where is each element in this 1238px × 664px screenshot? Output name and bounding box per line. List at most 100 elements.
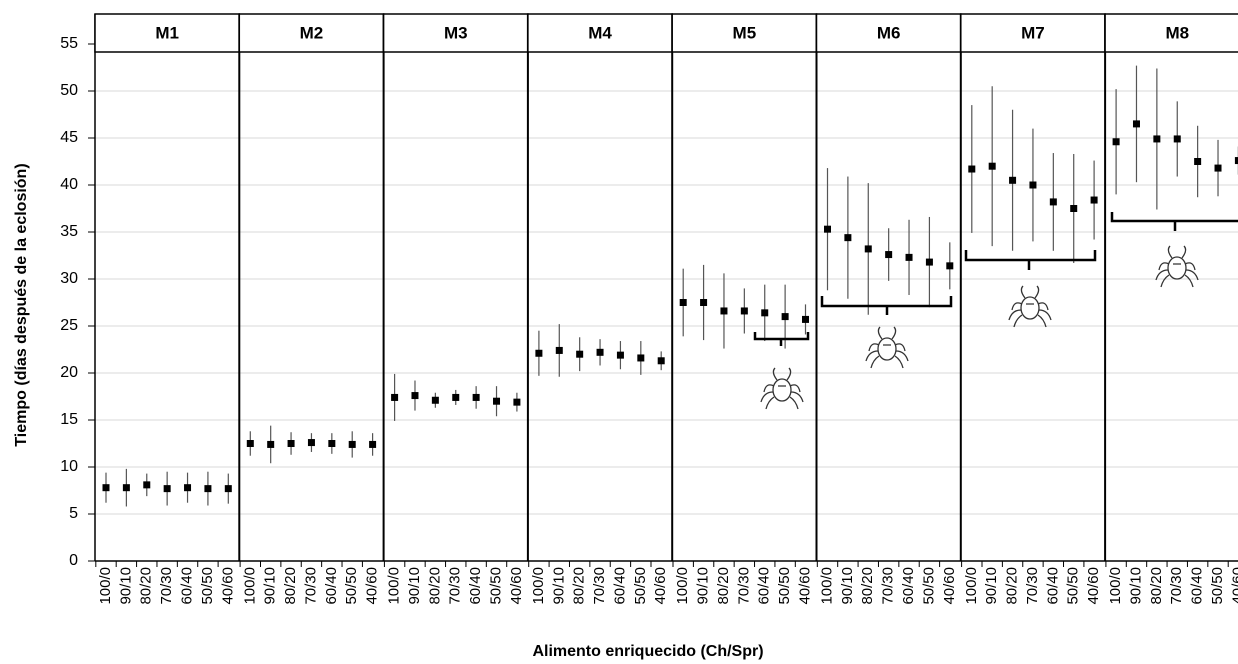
y-tick-label: 25 bbox=[60, 317, 78, 334]
point bbox=[267, 441, 274, 448]
x-tick-label: 70/30 bbox=[158, 567, 175, 605]
y-tick-label: 20 bbox=[60, 364, 78, 381]
panel-title: M8 bbox=[1165, 23, 1189, 42]
point bbox=[720, 307, 727, 314]
point bbox=[865, 245, 872, 252]
y-tick-label: 55 bbox=[60, 35, 78, 52]
y-axis-label: Tiempo (días después de la eclosión) bbox=[13, 163, 30, 446]
point bbox=[288, 440, 295, 447]
x-tick-label: 40/60 bbox=[796, 567, 813, 605]
point bbox=[1009, 177, 1016, 184]
point bbox=[556, 347, 563, 354]
x-tick-label: 60/40 bbox=[323, 567, 340, 605]
x-tick-label: 60/40 bbox=[1189, 567, 1206, 605]
x-tick-label: 70/30 bbox=[591, 567, 608, 605]
point bbox=[761, 309, 768, 316]
point bbox=[1070, 205, 1077, 212]
x-tick-label: 100/0 bbox=[241, 567, 258, 605]
point bbox=[576, 351, 583, 358]
point bbox=[989, 163, 996, 170]
x-tick-label: 70/30 bbox=[302, 567, 319, 605]
x-tick-label: 60/40 bbox=[1044, 567, 1061, 605]
x-axis-label: Alimento enriquecido (Ch/Spr) bbox=[532, 643, 763, 660]
point bbox=[1194, 158, 1201, 165]
point bbox=[1050, 198, 1057, 205]
point bbox=[637, 354, 644, 361]
point bbox=[700, 299, 707, 306]
crab-body bbox=[878, 338, 896, 360]
y-tick-label: 0 bbox=[69, 552, 78, 569]
x-tick-label: 90/10 bbox=[117, 567, 134, 605]
bracket bbox=[822, 296, 951, 315]
x-tick-label: 70/30 bbox=[447, 567, 464, 605]
x-tick-label: 50/50 bbox=[920, 567, 937, 605]
point bbox=[802, 316, 809, 323]
y-tick-label: 15 bbox=[60, 411, 78, 428]
x-tick-label: 80/20 bbox=[1004, 567, 1021, 605]
bracket bbox=[966, 250, 1095, 270]
page: 0510152025303540455055 M1100/090/1080/20… bbox=[0, 0, 1238, 664]
point bbox=[204, 485, 211, 492]
point bbox=[123, 484, 130, 491]
point bbox=[493, 398, 500, 405]
crab-legs bbox=[1156, 246, 1198, 287]
x-tick-label: 50/50 bbox=[343, 567, 360, 605]
y-tick-label: 10 bbox=[60, 458, 78, 475]
x-tick-label: 90/10 bbox=[983, 567, 1000, 605]
point bbox=[782, 313, 789, 320]
point bbox=[535, 350, 542, 357]
point bbox=[308, 439, 315, 446]
point bbox=[369, 441, 376, 448]
y-tick-label: 40 bbox=[60, 176, 78, 193]
bracket bbox=[755, 332, 808, 346]
grid: 0510152025303540455055 bbox=[60, 35, 1238, 569]
x-tick-label: 60/40 bbox=[611, 567, 628, 605]
x-tick-label: 100/0 bbox=[1107, 567, 1124, 605]
x-tick-label: 70/30 bbox=[1024, 567, 1041, 605]
x-tick-label: 100/0 bbox=[97, 567, 114, 605]
point bbox=[1113, 138, 1120, 145]
panel-title: M4 bbox=[588, 23, 612, 42]
point bbox=[349, 441, 356, 448]
point bbox=[617, 352, 624, 359]
x-tick-label: 90/10 bbox=[1127, 567, 1144, 605]
x-tick-label: 100/0 bbox=[963, 567, 980, 605]
x-tick-label: 90/10 bbox=[406, 567, 423, 605]
point bbox=[926, 259, 933, 266]
x-tick-label: 90/10 bbox=[550, 567, 567, 605]
crab-legs bbox=[1009, 286, 1051, 327]
y-tick-label: 5 bbox=[69, 505, 78, 522]
x-tick-label: 100/0 bbox=[386, 567, 403, 605]
x-tick-label: 90/10 bbox=[695, 567, 712, 605]
bracket bbox=[1112, 212, 1238, 231]
point bbox=[844, 234, 851, 241]
point bbox=[452, 394, 459, 401]
point bbox=[328, 440, 335, 447]
point bbox=[1133, 120, 1140, 127]
panel-title: M3 bbox=[444, 23, 468, 42]
y-tick-label: 35 bbox=[60, 223, 78, 240]
point bbox=[741, 307, 748, 314]
point bbox=[680, 299, 687, 306]
x-tick-label: 80/20 bbox=[426, 567, 443, 605]
point bbox=[1091, 197, 1098, 204]
x-tick-label: 100/0 bbox=[818, 567, 835, 605]
point bbox=[597, 349, 604, 356]
point bbox=[1029, 182, 1036, 189]
point bbox=[885, 251, 892, 258]
x-tick-label: 80/20 bbox=[859, 567, 876, 605]
point bbox=[473, 394, 480, 401]
crab-icons bbox=[761, 246, 1198, 409]
x-tick-label: 70/30 bbox=[880, 567, 897, 605]
x-tick-label: 50/50 bbox=[199, 567, 216, 605]
y-tick-label: 45 bbox=[60, 129, 78, 146]
point bbox=[1153, 135, 1160, 142]
point bbox=[658, 357, 665, 364]
point bbox=[1215, 165, 1222, 172]
x-tick-label: 40/60 bbox=[652, 567, 669, 605]
x-tick-label: 80/20 bbox=[138, 567, 155, 605]
point bbox=[968, 166, 975, 173]
point bbox=[513, 399, 520, 406]
crab-icon bbox=[761, 368, 803, 409]
